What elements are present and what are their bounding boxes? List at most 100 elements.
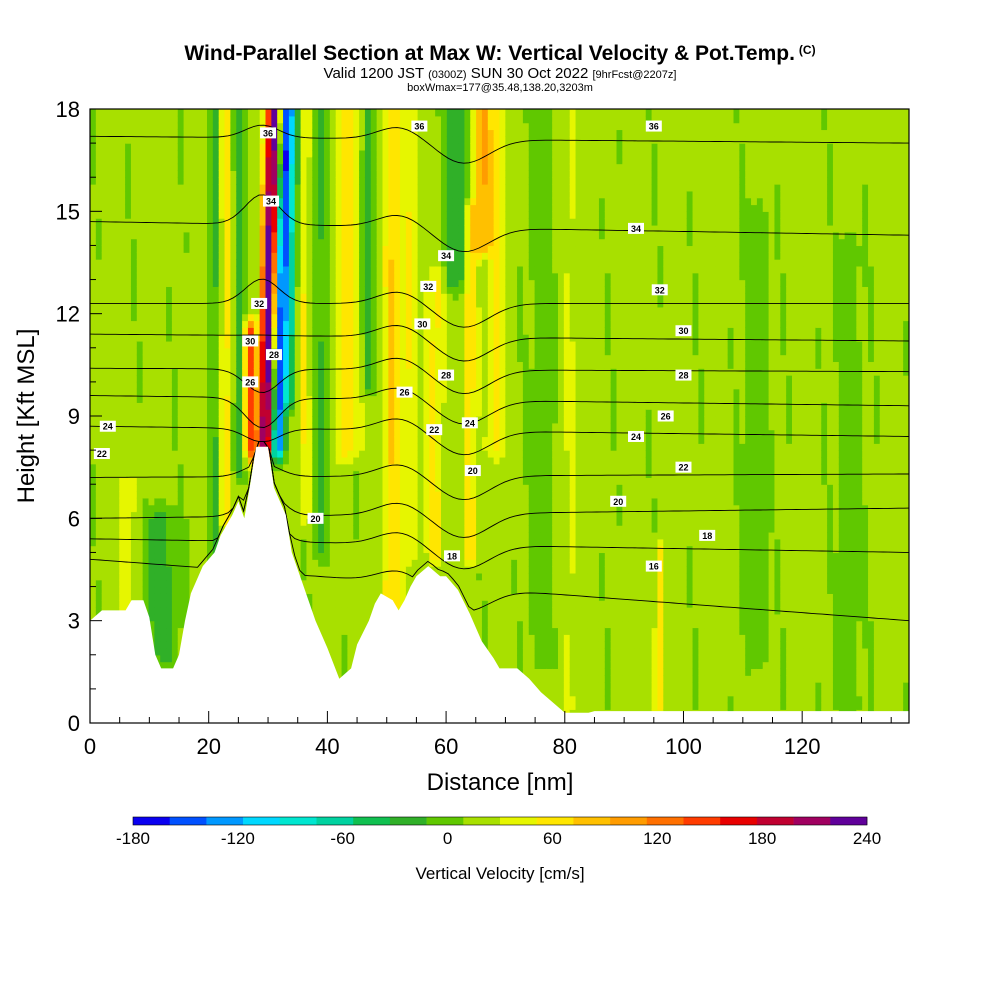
velocity-cell xyxy=(335,443,343,451)
velocity-cell xyxy=(107,347,114,356)
velocity-cell xyxy=(207,320,214,328)
velocity-cell xyxy=(288,279,296,287)
velocity-cell xyxy=(283,340,290,349)
velocity-cell xyxy=(364,224,372,233)
velocity-cell xyxy=(394,600,401,608)
velocity-cell xyxy=(259,320,267,328)
velocity-cell xyxy=(382,422,389,431)
velocity-cell xyxy=(335,375,343,383)
velocity-cell xyxy=(212,525,220,533)
velocity-cell xyxy=(166,613,173,622)
velocity-cell xyxy=(119,368,126,376)
velocity-cell xyxy=(160,429,167,438)
velocity-cell xyxy=(277,422,284,431)
velocity-cell xyxy=(312,497,319,506)
velocity-cell xyxy=(160,627,167,635)
velocity-cell xyxy=(324,224,331,233)
velocity-cell xyxy=(324,579,331,588)
velocity-cell xyxy=(376,238,384,247)
velocity-cell xyxy=(160,334,167,342)
velocity-cell xyxy=(405,293,413,301)
velocity-cell xyxy=(201,115,208,124)
velocity-cell xyxy=(171,484,179,492)
velocity-cell xyxy=(306,491,313,499)
velocity-cell xyxy=(130,129,138,137)
velocity-cell xyxy=(400,143,407,151)
velocity-cell xyxy=(224,265,231,274)
velocity-cell xyxy=(324,347,331,356)
velocity-cell xyxy=(90,265,97,274)
velocity-cell xyxy=(113,136,120,144)
velocity-cell xyxy=(113,497,120,506)
velocity-cell xyxy=(177,184,185,192)
velocity-cell xyxy=(324,518,331,526)
velocity-cell xyxy=(259,368,267,376)
velocity-cell xyxy=(224,279,231,287)
velocity-cell xyxy=(259,204,267,212)
velocity-cell xyxy=(166,293,173,301)
velocity-cell xyxy=(154,279,161,287)
velocity-cell xyxy=(201,511,208,519)
velocity-cell xyxy=(236,402,243,410)
velocity-cell xyxy=(341,668,348,676)
velocity-cell xyxy=(224,497,231,506)
velocity-cell xyxy=(405,224,413,233)
velocity-cell xyxy=(101,190,109,199)
velocity-cell xyxy=(247,156,255,165)
velocity-cell xyxy=(300,300,308,308)
velocity-cell xyxy=(119,429,126,438)
velocity-cell xyxy=(218,368,226,376)
velocity-cell xyxy=(177,429,185,438)
velocity-cell xyxy=(405,470,413,478)
velocity-cell xyxy=(359,170,366,178)
velocity-cell xyxy=(300,306,308,315)
velocity-cell xyxy=(242,170,249,178)
velocity-cell xyxy=(370,477,378,485)
velocity-cell xyxy=(359,218,366,226)
velocity-cell xyxy=(376,204,384,212)
velocity-cell xyxy=(95,484,103,492)
velocity-cell xyxy=(347,115,354,124)
velocity-cell xyxy=(230,491,237,499)
velocity-cell xyxy=(312,293,319,301)
velocity-cell xyxy=(382,525,389,533)
velocity-cell xyxy=(376,566,384,574)
velocity-cell xyxy=(230,388,237,397)
velocity-cell xyxy=(318,361,325,369)
velocity-cell xyxy=(318,600,325,608)
velocity-cell xyxy=(341,654,348,663)
velocity-cell xyxy=(195,259,202,267)
velocity-cell xyxy=(364,443,372,451)
velocity-cell xyxy=(288,497,296,506)
velocity-cell xyxy=(212,218,220,226)
velocity-cell xyxy=(189,497,196,506)
velocity-cell xyxy=(177,593,185,601)
velocity-cell xyxy=(294,300,302,308)
velocity-cell xyxy=(101,375,109,383)
velocity-cell xyxy=(329,163,337,171)
velocity-cell xyxy=(324,436,331,444)
velocity-cell xyxy=(277,402,284,410)
velocity-cell xyxy=(236,327,243,335)
velocity-cell xyxy=(318,265,325,274)
velocity-cell xyxy=(148,279,155,287)
velocity-cell xyxy=(154,109,161,117)
velocity-cell xyxy=(101,231,109,240)
velocity-cell xyxy=(370,456,378,465)
velocity-cell xyxy=(154,456,161,465)
velocity-cell xyxy=(242,484,249,492)
velocity-cell xyxy=(160,641,167,649)
velocity-cell xyxy=(394,586,401,594)
velocity-cell xyxy=(113,491,120,499)
velocity-cell xyxy=(247,347,255,356)
velocity-cell xyxy=(283,320,290,328)
velocity-cell xyxy=(125,531,132,540)
velocity-cell xyxy=(405,122,413,131)
velocity-cell xyxy=(95,409,103,417)
velocity-cell xyxy=(253,436,261,444)
velocity-cell xyxy=(107,163,114,171)
velocity-cell xyxy=(195,463,202,472)
velocity-cell xyxy=(119,279,126,287)
velocity-cell xyxy=(247,395,255,403)
velocity-cell xyxy=(125,122,132,131)
